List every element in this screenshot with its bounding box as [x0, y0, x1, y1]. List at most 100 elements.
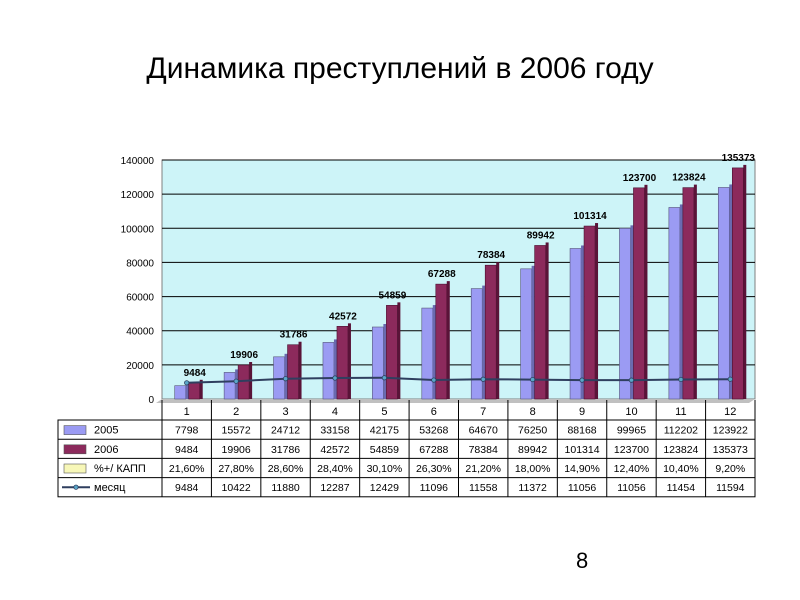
table-cell: 30,10%: [367, 463, 403, 475]
month-line-point: [332, 375, 338, 381]
table-cell: 9,20%: [715, 463, 745, 475]
bar-2005-side: [333, 339, 337, 399]
table-cell: 11594: [716, 482, 745, 494]
bar-2005-side: [383, 324, 387, 399]
bar-2006-side: [693, 184, 697, 399]
x-tick-label: 1: [184, 406, 190, 418]
bar-2005-side: [581, 245, 585, 399]
y-tick-label: 140000: [121, 156, 155, 167]
table-cell: 11880: [271, 482, 300, 494]
table-cell: 112202: [664, 425, 698, 437]
table-cell: 11056: [617, 482, 646, 494]
month-line-point: [678, 376, 684, 383]
table-cell: 11558: [469, 482, 498, 494]
y-tick-label: 60000: [126, 293, 154, 304]
x-tick-label: 2: [233, 406, 239, 418]
data-label: 101314: [573, 211, 607, 222]
bar-2006-side: [446, 281, 450, 399]
month-line-point: [381, 375, 387, 381]
plot-area: [161, 159, 756, 400]
x-tick-label: 7: [480, 406, 486, 418]
bar-2006: [682, 187, 695, 400]
x-tick-label: 9: [579, 406, 585, 418]
month-line-point: [727, 376, 733, 382]
bar-2005: [619, 228, 631, 400]
legend-key: [63, 444, 87, 455]
bar-2006-side: [347, 323, 351, 399]
data-label: 78384: [477, 250, 505, 261]
y-tick-label: 80000: [126, 258, 154, 269]
month-line-point: [184, 380, 190, 386]
table-cell: 123922: [713, 425, 748, 437]
bar-2005-side: [729, 184, 733, 399]
x-tick-label: 6: [431, 406, 437, 418]
table-cell: 11096: [420, 482, 449, 494]
bar-2006-side: [545, 242, 549, 399]
x-tick-label: 10: [625, 406, 637, 418]
bar-2006: [633, 187, 645, 400]
bar-2005: [322, 342, 335, 400]
data-label: 54859: [378, 290, 406, 301]
legend-label: 2005: [94, 425, 118, 437]
bar-2006-side: [644, 184, 648, 399]
legend-label: месяц: [94, 482, 126, 494]
table-cell: 26,30%: [416, 463, 452, 475]
table-cell: 7798: [175, 425, 199, 437]
table-cell: 11454: [667, 482, 696, 494]
plot-floor: [156, 399, 755, 403]
bar-2006-side: [743, 164, 747, 399]
table-cell: 28,40%: [317, 463, 353, 475]
legend-label: 2006: [94, 444, 118, 456]
bar-2006: [731, 167, 744, 400]
table-cell: 27,80%: [218, 463, 254, 475]
x-tick-label: 12: [724, 406, 736, 418]
table-cell: 15572: [222, 425, 251, 437]
bar-2005-side: [432, 305, 436, 399]
data-label: 123700: [623, 173, 657, 184]
bar-2006-side: [298, 341, 302, 399]
bar-2005: [569, 248, 582, 400]
bar-2005-side: [630, 225, 634, 399]
table-cell: 78384: [469, 444, 498, 456]
table-cell: 64670: [469, 425, 498, 437]
table-cell: 11372: [518, 482, 547, 494]
table-cell: 89942: [518, 444, 547, 456]
bar-2006: [287, 344, 299, 400]
data-label: 89942: [527, 230, 555, 241]
bar-2006: [336, 326, 349, 400]
x-tick-label: 4: [332, 406, 338, 418]
table-cell: 11056: [568, 482, 597, 494]
table-cell: 18,00%: [515, 463, 551, 475]
bar-2006-side: [595, 223, 599, 399]
data-label: 42572: [329, 311, 357, 322]
y-tick-label: 20000: [126, 361, 154, 372]
table-cell: 19906: [222, 444, 251, 456]
bar-2006-side: [496, 262, 500, 399]
legend-label: %+/ КАПП: [94, 463, 146, 475]
table-cell: 21,20%: [465, 463, 501, 475]
x-tick-label: 8: [530, 406, 536, 418]
bar-2005: [174, 385, 187, 400]
table-cell: 123700: [614, 444, 649, 456]
legend-key: [63, 425, 87, 435]
bar-2005: [668, 207, 681, 400]
bar-2005-side: [482, 285, 486, 399]
x-tick-label: 3: [282, 406, 288, 418]
month-line-point: [233, 378, 239, 384]
bar-2006: [534, 245, 546, 400]
table-cell: 12287: [320, 482, 349, 494]
table-cell: 99965: [617, 425, 646, 437]
month-line-point: [530, 376, 536, 383]
data-label: 19906: [230, 350, 258, 361]
table-cell: 9484: [175, 482, 199, 494]
legend-key-point: [73, 484, 79, 490]
month-line-point: [282, 376, 289, 382]
table-cell: 9484: [175, 444, 199, 456]
y-tick-label: 120000: [121, 190, 155, 201]
table-cell: 76250: [518, 425, 547, 437]
table-cell: 21,60%: [169, 463, 205, 475]
bar-2006: [188, 382, 201, 400]
x-tick-label: 11: [675, 406, 686, 418]
table-cell: 31786: [271, 444, 300, 456]
